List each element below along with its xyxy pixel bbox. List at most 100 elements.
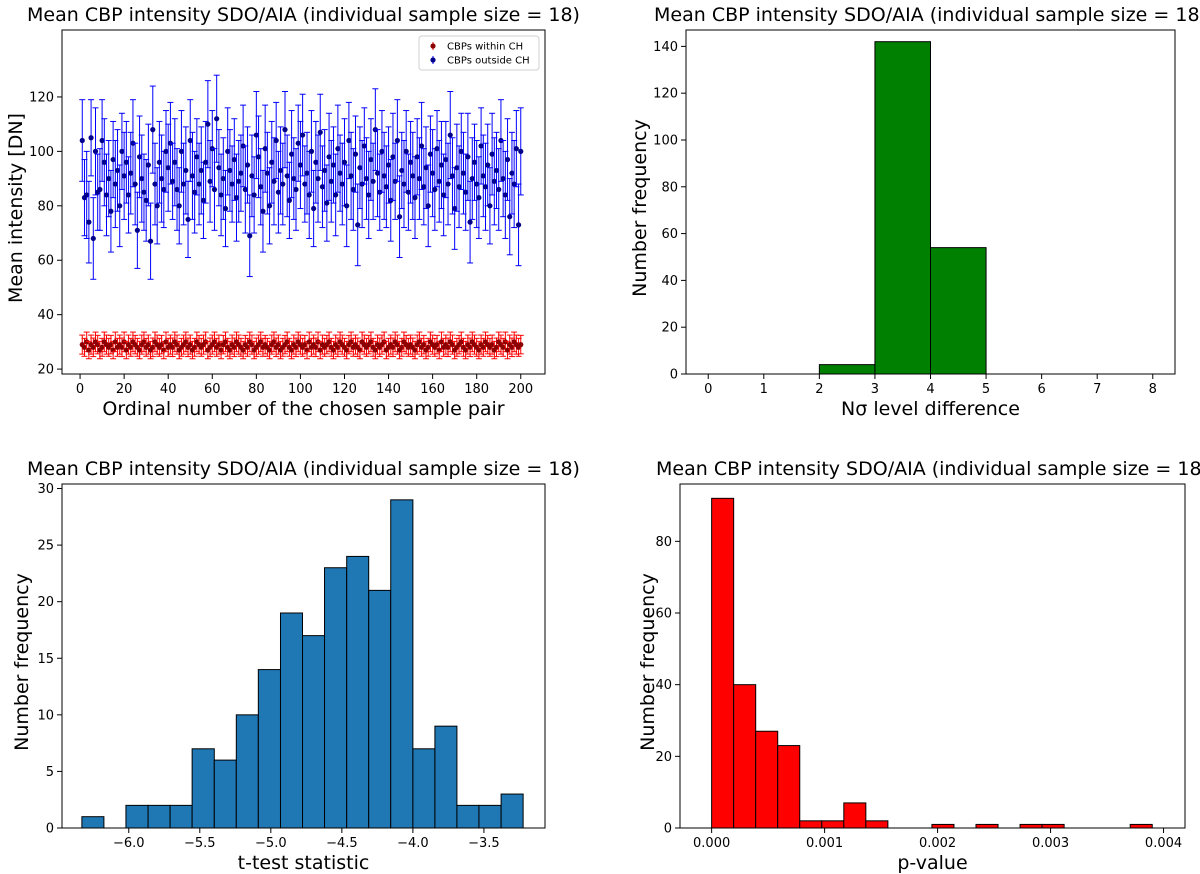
data-point [258, 184, 264, 190]
data-point [136, 154, 143, 160]
data-point [434, 146, 440, 152]
data-point [425, 344, 431, 350]
legend-swatch [430, 57, 436, 63]
x-tick-label: 1 [760, 382, 768, 397]
data-point [211, 186, 218, 193]
data-point [266, 347, 273, 353]
data-point [136, 347, 143, 353]
data-point [158, 342, 165, 348]
axes-frame [61, 483, 546, 829]
data-point [114, 167, 121, 174]
data-point [463, 189, 469, 195]
data-point [416, 339, 423, 345]
data-point [121, 173, 127, 179]
x-tick-label: 100 [288, 382, 313, 397]
histogram-bar [865, 820, 889, 829]
legend-swatch [430, 43, 436, 49]
y-tick-label: 60 [655, 607, 672, 622]
data-point [300, 132, 306, 138]
histogram-bar [257, 669, 281, 829]
data-point [443, 156, 449, 163]
x-tick-label: 0.003 [1032, 836, 1069, 851]
data-point [478, 143, 484, 149]
data-point [445, 344, 451, 350]
data-point [430, 170, 436, 176]
axes-frame [61, 29, 546, 375]
data-point [339, 181, 345, 187]
data-point [315, 175, 321, 182]
x-tick-label: 160 [420, 382, 445, 397]
data-point [427, 151, 434, 157]
data-point [172, 159, 178, 165]
data-point [86, 219, 92, 225]
data-point [121, 339, 127, 345]
y-tick-label: 60 [37, 254, 54, 269]
histogram-bar [434, 725, 458, 829]
data-point [275, 342, 281, 348]
data-point [253, 132, 259, 138]
data-point [286, 197, 292, 203]
data-point [90, 235, 96, 242]
data-point [88, 135, 94, 141]
data-point [86, 347, 92, 353]
data-point [143, 197, 149, 203]
data-point [493, 167, 500, 174]
data-point [344, 203, 350, 209]
histogram-bar [346, 555, 370, 829]
data-point [425, 203, 431, 209]
data-point [227, 167, 233, 174]
data-point [511, 181, 517, 187]
data-point [306, 339, 312, 345]
data-point [421, 342, 427, 348]
data-point [436, 178, 442, 184]
data-point [465, 154, 471, 160]
data-point [196, 181, 202, 187]
histogram-bar [1041, 823, 1065, 829]
y-tick-label: 0 [664, 822, 672, 837]
x-axis-label: Ordinal number of the chosen sample pair [102, 398, 504, 420]
data-point [183, 339, 189, 345]
chart-title: Mean CBP intensity SDO/AIA (individual s… [27, 458, 580, 480]
data-point [225, 148, 231, 154]
x-tick-label: 2 [815, 382, 823, 397]
data-point [293, 344, 299, 350]
x-tick-label: 5 [982, 382, 990, 397]
data-point [255, 154, 262, 160]
data-point [438, 339, 445, 345]
data-point [467, 344, 473, 350]
x-axis-label: Nσ level difference [841, 398, 1020, 420]
x-axis-label: p-value [897, 852, 967, 874]
x-tick-label: 0.000 [693, 836, 730, 851]
data-point [216, 342, 222, 348]
data-point [112, 181, 118, 187]
data-point [480, 173, 486, 179]
data-point [141, 339, 147, 345]
data-point [390, 154, 396, 160]
data-point [394, 342, 400, 348]
data-point [374, 170, 381, 176]
data-point [405, 189, 411, 195]
data-point [500, 175, 506, 182]
data-point [438, 162, 445, 168]
data-point [476, 347, 482, 353]
data-point [352, 151, 359, 157]
data-point [273, 137, 279, 144]
legend-box [418, 35, 540, 71]
data-point [482, 184, 489, 190]
data-point [198, 167, 204, 174]
histogram-bar [324, 567, 348, 829]
x-tick-label: 180 [464, 382, 489, 397]
data-point [163, 148, 169, 154]
data-point [333, 192, 339, 198]
data-point [282, 127, 288, 133]
y-axis-label: Mean intensity [DN] [5, 113, 27, 303]
histogram-bar [147, 804, 171, 829]
y-tick-label: 80 [37, 199, 54, 214]
data-point [271, 178, 277, 184]
data-point [295, 140, 301, 146]
data-point [308, 148, 315, 154]
data-point [315, 339, 321, 345]
data-point [348, 173, 354, 179]
y-tick-label: 25 [37, 539, 54, 554]
data-point [84, 192, 90, 198]
